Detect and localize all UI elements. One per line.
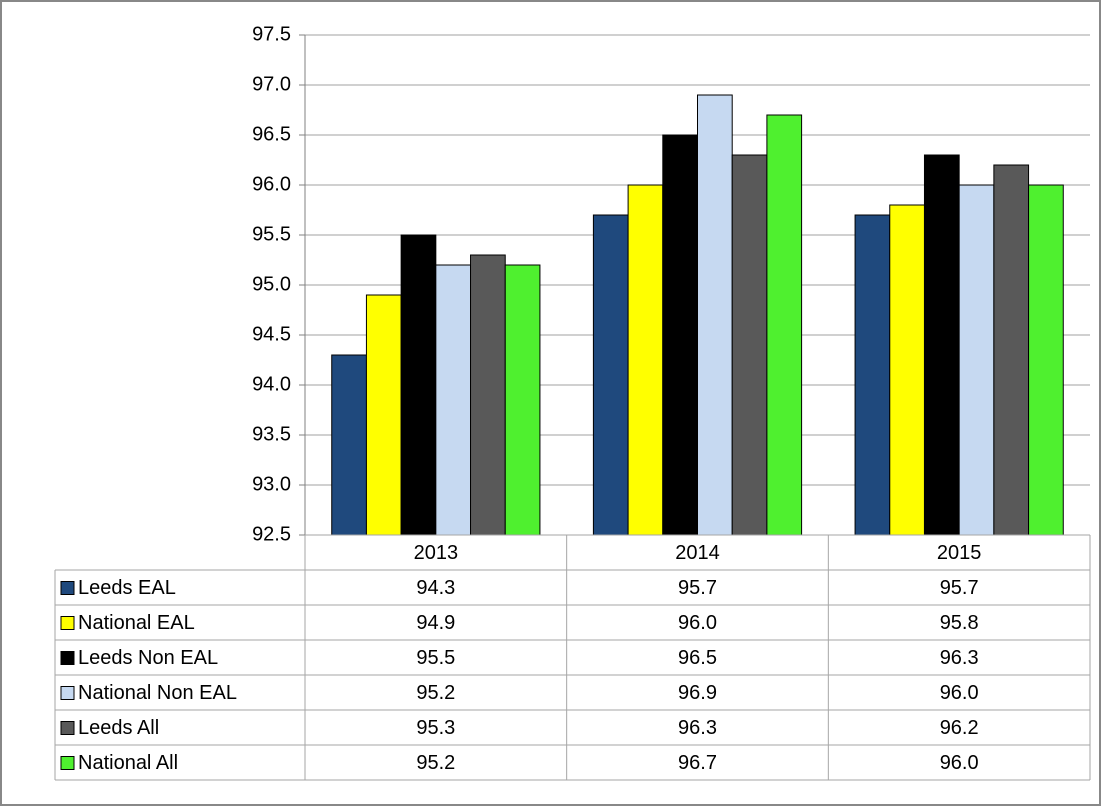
bar bbox=[470, 254, 506, 536]
y-tick-label: 96.5 bbox=[252, 123, 291, 145]
bar bbox=[766, 114, 803, 536]
bar bbox=[889, 204, 925, 536]
bar bbox=[854, 214, 891, 536]
y-tick-label: 97.5 bbox=[252, 23, 291, 45]
y-tick-label: 92.5 bbox=[252, 523, 291, 545]
table-value: 95.5 bbox=[416, 647, 455, 669]
table-value: 95.2 bbox=[416, 752, 455, 774]
legend-label: Leeds All bbox=[78, 717, 159, 739]
table-value: 94.9 bbox=[416, 612, 455, 634]
table-value: 96.3 bbox=[940, 647, 979, 669]
table-value: 96.2 bbox=[940, 717, 979, 739]
y-tick-label: 97.0 bbox=[252, 73, 291, 95]
table-value: 95.8 bbox=[940, 612, 979, 634]
bar bbox=[592, 214, 629, 536]
legend-swatch bbox=[60, 721, 75, 735]
table-value: 96.7 bbox=[678, 752, 717, 774]
legend-label: National Non EAL bbox=[78, 682, 237, 704]
y-tick-label: 94.5 bbox=[252, 323, 291, 345]
bar bbox=[1028, 184, 1064, 536]
bar bbox=[958, 184, 995, 536]
table-value: 96.0 bbox=[940, 682, 979, 704]
legend-swatch bbox=[60, 651, 75, 665]
bar bbox=[993, 164, 1030, 536]
legend-swatch bbox=[60, 686, 75, 700]
y-tick-label: 96.0 bbox=[252, 173, 291, 195]
y-tick-label: 93.5 bbox=[252, 423, 291, 445]
y-tick-label: 93.0 bbox=[252, 473, 291, 495]
bar bbox=[731, 154, 768, 536]
bar bbox=[662, 134, 698, 536]
table-value: 96.9 bbox=[678, 682, 717, 704]
table-value: 94.3 bbox=[416, 577, 455, 599]
bar bbox=[923, 154, 960, 536]
table-value: 96.0 bbox=[678, 612, 717, 634]
legend-label: Leeds EAL bbox=[78, 577, 176, 599]
bar bbox=[627, 184, 664, 536]
table-value: 96.0 bbox=[940, 752, 979, 774]
bar bbox=[504, 264, 541, 536]
x-tick-label: 2015 bbox=[937, 542, 982, 564]
table-value: 96.3 bbox=[678, 717, 717, 739]
bar bbox=[697, 94, 733, 536]
legend-swatch bbox=[60, 581, 75, 595]
x-tick-label: 2013 bbox=[414, 542, 459, 564]
legend-swatch bbox=[60, 616, 75, 630]
y-tick-label: 94.0 bbox=[252, 373, 291, 395]
legend-label: National EAL bbox=[78, 612, 195, 634]
bar bbox=[435, 264, 472, 536]
table-value: 95.7 bbox=[940, 577, 979, 599]
legend-label: National All bbox=[78, 752, 178, 774]
table-value: 95.2 bbox=[416, 682, 455, 704]
table-value: 96.5 bbox=[678, 647, 717, 669]
table-value: 95.3 bbox=[416, 717, 455, 739]
y-tick-label: 95.0 bbox=[252, 273, 291, 295]
bar bbox=[331, 354, 367, 536]
x-tick-label: 2014 bbox=[675, 542, 720, 564]
bar bbox=[365, 294, 402, 536]
bar bbox=[400, 234, 437, 536]
y-tick-label: 95.5 bbox=[252, 223, 291, 245]
legend-swatch bbox=[60, 756, 75, 770]
table-value: 95.7 bbox=[678, 577, 717, 599]
legend-label: Leeds Non EAL bbox=[78, 647, 218, 669]
